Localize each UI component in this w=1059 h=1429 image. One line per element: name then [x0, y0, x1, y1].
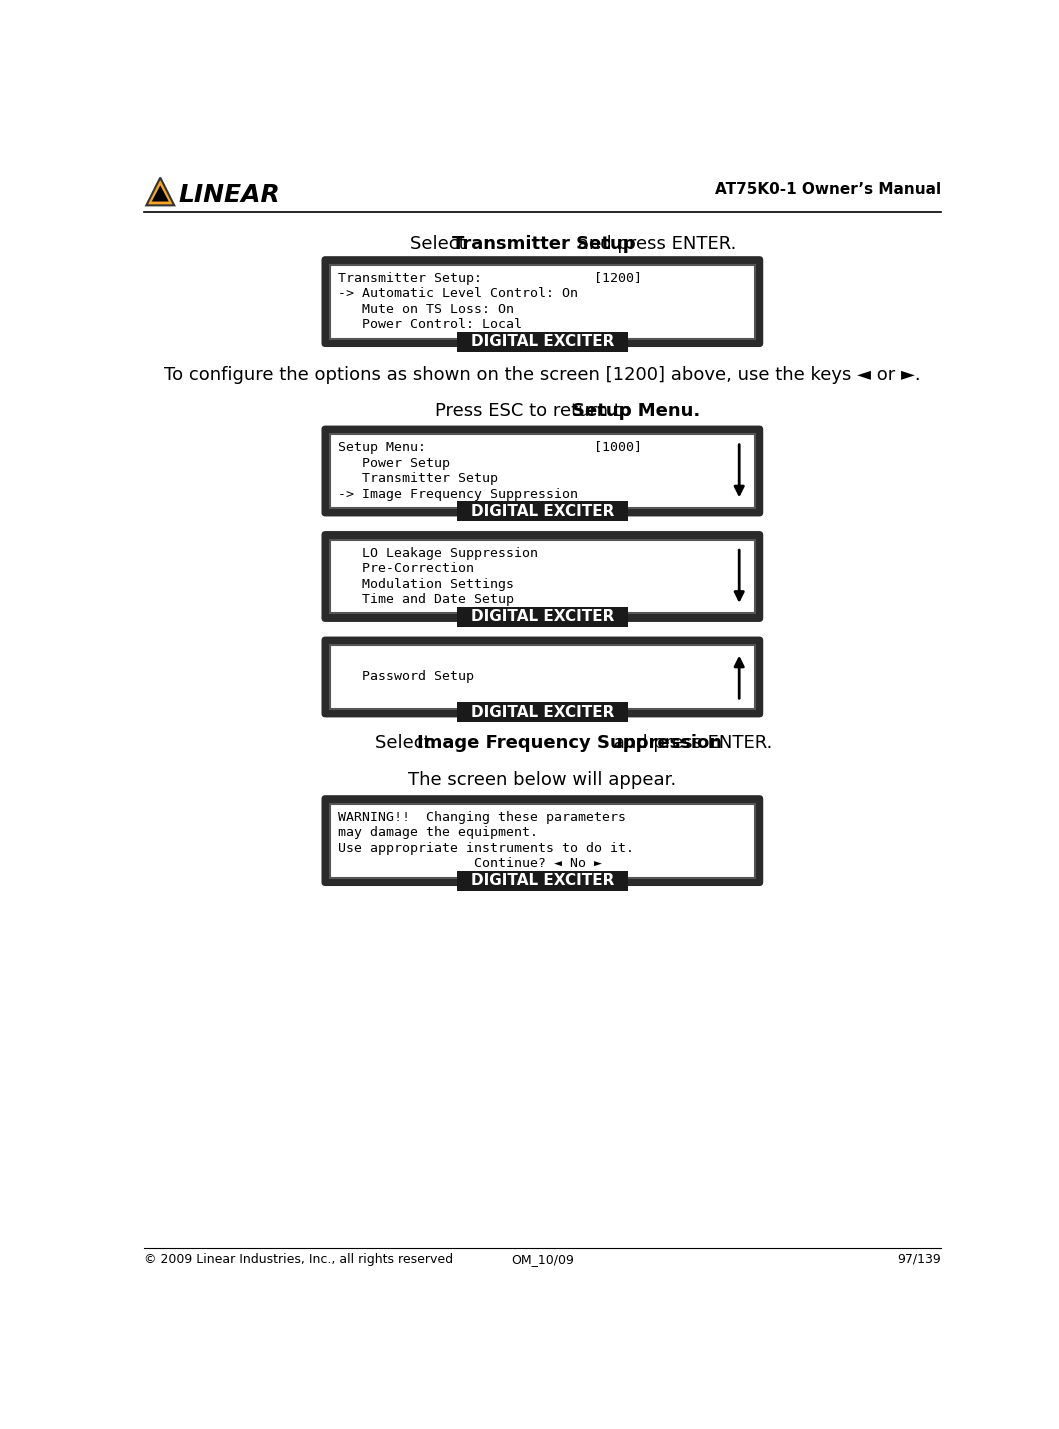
Text: The screen below will appear.: The screen below will appear. [408, 770, 677, 789]
Text: WARNING!!  Changing these parameters: WARNING!! Changing these parameters [338, 812, 626, 825]
Polygon shape [151, 186, 168, 201]
Text: may damage the equipment.: may damage the equipment. [338, 826, 538, 839]
Text: -> Image Frequency Suppression: -> Image Frequency Suppression [338, 487, 578, 500]
Text: Transmitter Setup: Transmitter Setup [338, 472, 498, 486]
Text: Use appropriate instruments to do it.: Use appropriate instruments to do it. [338, 842, 633, 855]
Text: Power Setup: Power Setup [338, 457, 450, 470]
Text: Modulation Settings: Modulation Settings [338, 577, 514, 590]
Text: LO Leakage Suppression: LO Leakage Suppression [338, 547, 538, 560]
Text: Time and Date Setup: Time and Date Setup [338, 593, 514, 606]
Text: Transmitter Setup:              [1200]: Transmitter Setup: [1200] [338, 272, 642, 284]
Text: 97/139: 97/139 [898, 1253, 941, 1266]
FancyBboxPatch shape [322, 256, 764, 347]
Text: LINEAR: LINEAR [179, 183, 281, 207]
Bar [457, 502, 628, 522]
Text: DIGITAL EXCITER: DIGITAL EXCITER [470, 609, 614, 624]
Text: Select: Select [375, 733, 436, 752]
Text: © 2009 Linear Industries, Inc., all rights reserved: © 2009 Linear Industries, Inc., all righ… [144, 1253, 453, 1266]
Text: Password Setup: Password Setup [338, 670, 473, 683]
Text: DIGITAL EXCITER: DIGITAL EXCITER [470, 704, 614, 720]
Bar [330, 264, 755, 339]
Text: OM_10/09: OM_10/09 [510, 1253, 574, 1266]
Bar [330, 434, 755, 507]
Polygon shape [146, 177, 175, 206]
Text: Pre-Correction: Pre-Correction [338, 562, 473, 576]
Bar [457, 870, 628, 890]
FancyBboxPatch shape [322, 532, 764, 622]
Text: DIGITAL EXCITER: DIGITAL EXCITER [470, 334, 614, 349]
Bar [330, 644, 755, 709]
Text: Transmitter Setup: Transmitter Setup [452, 236, 636, 253]
Text: DIGITAL EXCITER: DIGITAL EXCITER [470, 503, 614, 519]
Text: AT75K0-1 Owner’s Manual: AT75K0-1 Owner’s Manual [715, 183, 941, 197]
Bar [457, 702, 628, 722]
Text: -> Automatic Level Control: On: -> Automatic Level Control: On [338, 287, 578, 300]
Text: and press ENTER.: and press ENTER. [572, 236, 737, 253]
Bar [330, 803, 755, 877]
FancyBboxPatch shape [322, 795, 764, 886]
Text: Setup Menu:                     [1000]: Setup Menu: [1000] [338, 442, 642, 454]
Bar [457, 332, 628, 352]
Text: Image Frequency Suppression: Image Frequency Suppression [417, 733, 722, 752]
Text: Continue? ◄ No ►: Continue? ◄ No ► [338, 857, 602, 870]
FancyBboxPatch shape [322, 636, 764, 717]
FancyBboxPatch shape [322, 426, 764, 516]
Text: DIGITAL EXCITER: DIGITAL EXCITER [470, 873, 614, 889]
Text: Mute on TS Loss: On: Mute on TS Loss: On [338, 303, 514, 316]
Text: To configure the options as shown on the screen [1200] above, use the keys ◄ or : To configure the options as shown on the… [164, 366, 920, 383]
Bar [457, 606, 628, 626]
Bar [330, 540, 755, 613]
Text: Select: Select [411, 236, 472, 253]
Text: Press ESC to return to: Press ESC to return to [434, 403, 638, 420]
Text: and press ENTER.: and press ENTER. [608, 733, 772, 752]
Text: Setup Menu.: Setup Menu. [573, 403, 701, 420]
Text: Power Control: Local: Power Control: Local [338, 319, 522, 332]
